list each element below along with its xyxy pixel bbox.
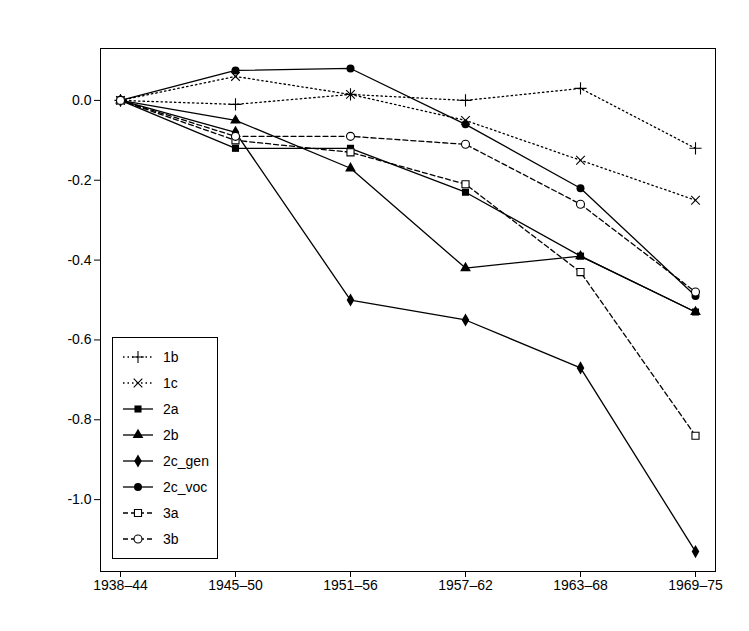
- svg-text:-0.2: -0.2: [67, 172, 91, 188]
- html-text:2a: 2a: [163, 401, 179, 417]
- html-text:3b: 3b: [163, 531, 179, 547]
- html-text:3a: 3a: [163, 505, 179, 521]
- html-text:1b: 1b: [163, 349, 179, 365]
- html-text:2c_voc: 2c_voc: [163, 479, 208, 495]
- svg-text:1951–56: 1951–56: [323, 577, 378, 593]
- svg-text:1945–50: 1945–50: [208, 577, 263, 593]
- svg-text:-0.8: -0.8: [67, 411, 91, 427]
- svg-text:-0.4: -0.4: [67, 252, 91, 268]
- html-text:2b: 2b: [163, 427, 179, 443]
- svg-text:1969–75: 1969–75: [668, 577, 723, 593]
- html-text:1c: 1c: [163, 375, 178, 391]
- svg-text:1938–44: 1938–44: [93, 577, 148, 593]
- html-text:2c_gen: 2c_gen: [163, 453, 209, 469]
- svg-text:1957–62: 1957–62: [438, 577, 493, 593]
- svg-text:-1.0: -1.0: [67, 491, 91, 507]
- svg-text:0.0: 0.0: [72, 92, 92, 108]
- svg-text:1963–68: 1963–68: [553, 577, 608, 593]
- svg-text:-0.6: -0.6: [67, 331, 91, 347]
